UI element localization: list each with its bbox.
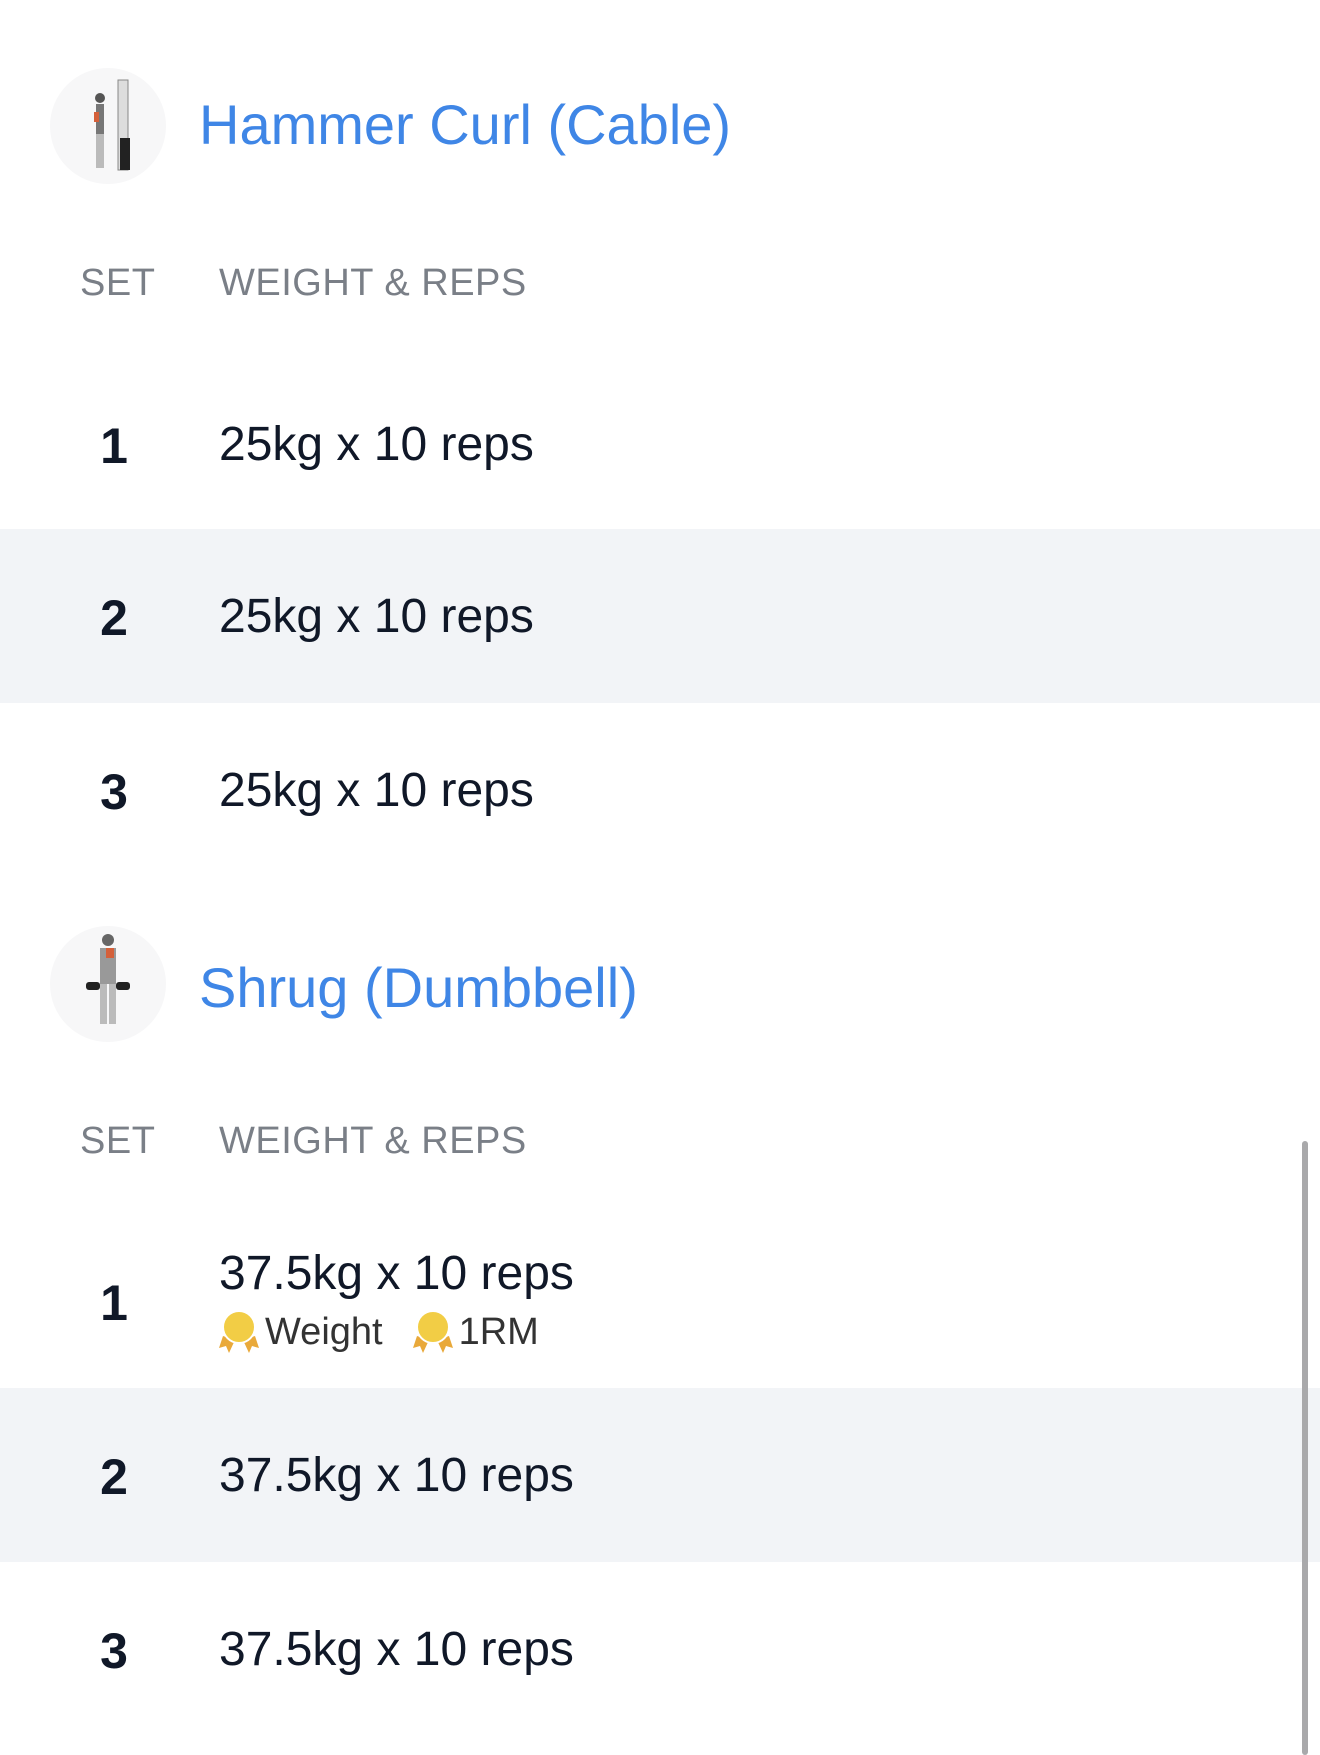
record-badge: Weight	[219, 1310, 383, 1354]
exercise-header[interactable]: Shrug (Dumbbell)	[0, 920, 1320, 1050]
set-row: 1 37.5kg x 10 reps Weight 1RM	[0, 1214, 1320, 1388]
personal-records: Weight 1RM	[219, 1310, 559, 1354]
set-number: 3	[100, 764, 128, 820]
set-weight-reps: 25kg x 10 reps	[219, 764, 534, 817]
record-label: 1RM	[458, 1310, 539, 1353]
set-number: 1	[100, 418, 128, 474]
exercise-header[interactable]: Hammer Curl (Cable)	[0, 62, 1320, 192]
set-weight-reps: 25kg x 10 reps	[219, 418, 534, 471]
set-weight-reps: 37.5kg x 10 reps	[219, 1623, 574, 1676]
set-column-header: SET	[80, 262, 156, 304]
set-row: 2 25kg x 10 reps	[0, 529, 1320, 703]
weight-reps-column-header: WEIGHT & REPS	[219, 1120, 527, 1162]
set-row: 3 37.5kg x 10 reps	[0, 1562, 1320, 1736]
record-label: Weight	[265, 1310, 383, 1353]
set-weight-reps: 37.5kg x 10 reps	[219, 1449, 574, 1502]
set-number: 1	[100, 1275, 128, 1331]
set-number: 2	[100, 590, 128, 646]
dumbbell-shrug-illustration	[50, 926, 166, 1042]
set-number: 3	[100, 1623, 128, 1679]
set-column-header: SET	[80, 1120, 156, 1162]
scrollbar[interactable]	[1302, 1141, 1308, 1755]
set-weight-reps: 25kg x 10 reps	[219, 590, 534, 643]
medal-icon	[219, 1310, 259, 1353]
set-number: 2	[100, 1449, 128, 1505]
set-row: 3 25kg x 10 reps	[0, 703, 1320, 877]
set-row: 1 25kg x 10 reps	[0, 357, 1320, 531]
exercise-title[interactable]: Shrug (Dumbbell)	[199, 956, 638, 1019]
cable-hammer-curl-illustration	[50, 68, 166, 184]
record-badge: 1RM	[412, 1310, 539, 1354]
set-row: 2 37.5kg x 10 reps	[0, 1388, 1320, 1562]
medal-icon	[412, 1310, 453, 1353]
weight-reps-column-header: WEIGHT & REPS	[219, 262, 527, 304]
set-weight-reps: 37.5kg x 10 reps	[219, 1247, 574, 1300]
exercise-title[interactable]: Hammer Curl (Cable)	[199, 93, 732, 156]
